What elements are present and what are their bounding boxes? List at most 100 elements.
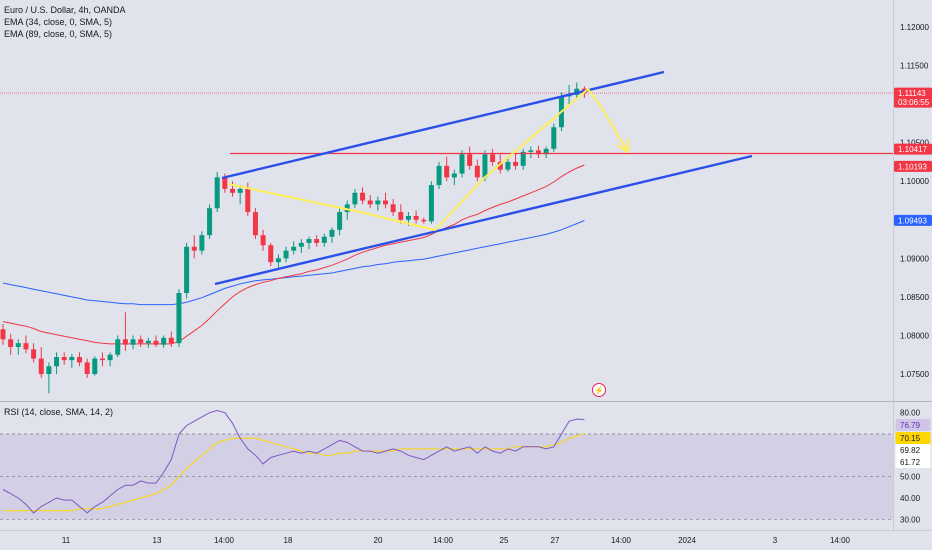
- candle: [520, 148, 526, 170]
- date-tick-label: 14:00: [611, 536, 632, 545]
- candle-body: [54, 357, 60, 367]
- candle: [0, 323, 6, 345]
- candle: [214, 171, 220, 213]
- candle: [490, 148, 496, 166]
- date-tick-label: 18: [284, 536, 293, 545]
- date-tick-label: 3: [773, 536, 778, 545]
- candles: [0, 82, 587, 394]
- channel-upper-line[interactable]: [221, 70, 665, 180]
- candle-body: [428, 185, 434, 222]
- candle-body: [77, 357, 82, 363]
- price-axis[interactable]: 1.12000 1.11500 1.10500 1.10000 1.09000 1.085…: [900, 23, 929, 379]
- candle: [367, 195, 373, 209]
- candle-body: [23, 343, 29, 350]
- candle: [543, 146, 549, 159]
- date-tick-label: 13: [153, 536, 162, 545]
- candle-body: [375, 200, 381, 205]
- candle-body: [260, 235, 266, 246]
- candle: [398, 204, 404, 224]
- candle-body: [329, 229, 335, 237]
- candle-body: [199, 235, 205, 251]
- candle: [8, 333, 14, 355]
- candle-body: [61, 357, 67, 361]
- candle-body: [207, 208, 213, 236]
- rsi-tick-label: 30.00: [900, 515, 921, 524]
- candle: [306, 236, 312, 250]
- ema34-line: [2, 164, 585, 345]
- price-tick-label: 1.08000: [900, 331, 929, 340]
- candle-body: [321, 236, 327, 243]
- channel-lower-line[interactable]: [214, 154, 753, 286]
- candle-body: [153, 340, 159, 345]
- candle: [99, 352, 105, 367]
- candle-body: [99, 358, 105, 361]
- candle-body: [520, 151, 526, 166]
- price-label-box: [894, 160, 932, 172]
- candle-body: [130, 339, 136, 345]
- candle: [61, 352, 67, 365]
- candle: [138, 335, 144, 348]
- candle-body: [421, 219, 427, 222]
- ema34-legend[interactable]: EMA (34, close, 0, SMA, 5): [4, 17, 113, 27]
- candle: [230, 181, 235, 197]
- candle-body: [337, 212, 343, 230]
- candle: [390, 198, 396, 216]
- candle-body: [298, 242, 304, 247]
- candle: [383, 192, 388, 209]
- candle-body: [31, 349, 37, 359]
- candle-body: [367, 200, 373, 205]
- candle: [451, 169, 457, 186]
- candle-body: [360, 192, 366, 201]
- drawings[interactable]: [214, 70, 893, 286]
- time-axis[interactable]: 11 13 14:00 18 20 14:00 25 27 14:00 2024 3 14:00: [62, 536, 851, 545]
- candle: [46, 362, 52, 394]
- rsi-axis[interactable]: 80.00 50.00 40.00 30.00: [900, 409, 921, 525]
- price-tick-label: 1.09000: [900, 254, 929, 263]
- forecast-path[interactable]: [227, 88, 629, 231]
- candle: [69, 353, 75, 368]
- candle: [38, 347, 44, 378]
- candle: [130, 335, 136, 350]
- candle-body: [490, 154, 496, 162]
- date-tick-label: 11: [62, 536, 71, 545]
- candle: [122, 312, 128, 351]
- candle-body: [413, 215, 419, 220]
- candle-body: [513, 161, 519, 166]
- rsi-value-labels: 76.79 70.15 69.82 61.72: [895, 419, 931, 468]
- candle: [436, 161, 442, 189]
- candle-body: [352, 192, 358, 205]
- price-tick-label: 1.11500: [900, 62, 929, 71]
- price-tick-label: 1.10500: [900, 139, 929, 148]
- candle: [268, 242, 274, 267]
- rsi-legend[interactable]: RSI (14, close, SMA, 14, 2): [4, 407, 114, 417]
- date-tick-label: 14:00: [214, 536, 235, 545]
- candle: [474, 159, 480, 182]
- forecast-arrowhead[interactable]: [616, 139, 629, 153]
- candle: [352, 188, 358, 209]
- candle: [260, 229, 266, 251]
- candle-body: [390, 204, 396, 213]
- candle-body: [474, 165, 480, 178]
- candle-body: [161, 337, 167, 345]
- candle-body: [528, 150, 534, 152]
- symbol-title[interactable]: Euro / U.S. Dollar, 4h, OANDA: [4, 5, 126, 15]
- candle: [161, 335, 167, 348]
- candle-body: [497, 161, 503, 170]
- price-label-text: 1.11143: [898, 89, 926, 98]
- ema89-legend[interactable]: EMA (89, close, 0, SMA, 5): [4, 29, 113, 39]
- candle: [176, 289, 182, 348]
- candle: [199, 231, 205, 255]
- price-tick-label: 1.08500: [900, 293, 929, 302]
- lightning-icon[interactable]: ⚡: [592, 383, 606, 397]
- candle: [237, 185, 243, 205]
- rsi-label-box: [895, 444, 931, 456]
- date-tick-label: 20: [374, 536, 383, 545]
- price-label-text: 1.09493: [898, 216, 927, 225]
- rsi-label-text: 69.82: [900, 446, 921, 455]
- candle: [413, 210, 419, 224]
- candle-body: [122, 339, 128, 345]
- price-pane-background: [0, 0, 893, 401]
- price-label-countdown: 03:06:55: [898, 98, 930, 107]
